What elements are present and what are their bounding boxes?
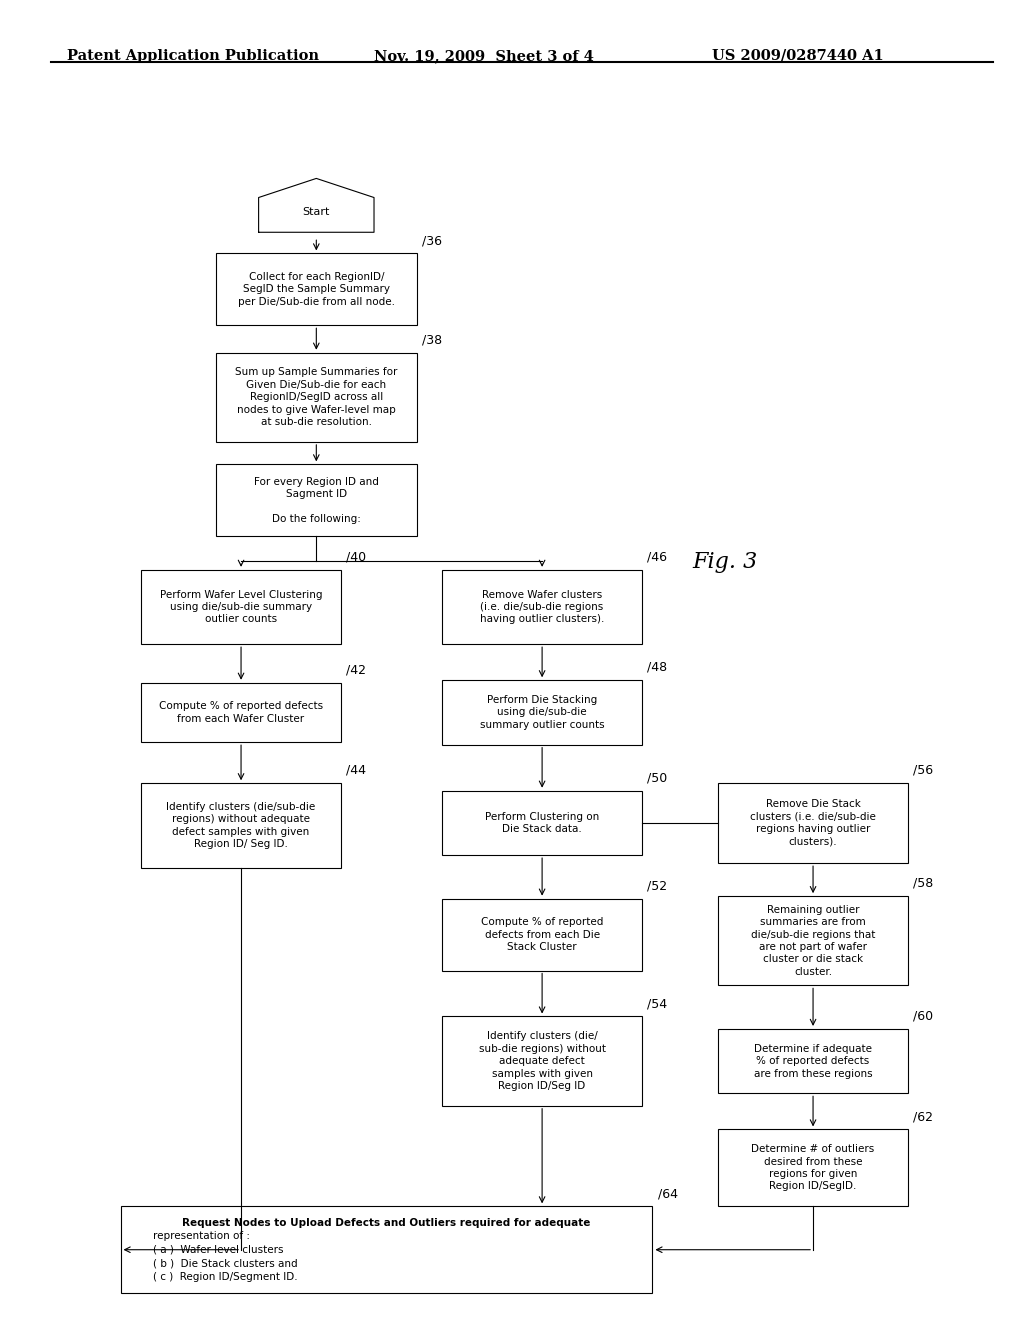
Text: Request Nodes to Upload Defects and Outliers required for adequate: Request Nodes to Upload Defects and Outl… (182, 1217, 591, 1228)
Text: Perform Clustering on
Die Stack data.: Perform Clustering on Die Stack data. (485, 812, 599, 834)
FancyBboxPatch shape (441, 570, 642, 644)
Text: Identify clusters (die/
sub-die regions) without
adequate defect
samples with gi: Identify clusters (die/ sub-die regions)… (478, 1031, 605, 1090)
Text: /36: /36 (422, 234, 441, 247)
Text: Start: Start (303, 207, 330, 216)
Text: /62: /62 (913, 1110, 934, 1123)
Text: /58: /58 (913, 876, 934, 890)
Text: For every Region ID and
Sagment ID

Do the following:: For every Region ID and Sagment ID Do th… (254, 477, 379, 524)
FancyBboxPatch shape (216, 253, 417, 325)
FancyBboxPatch shape (441, 899, 642, 970)
Text: Remaining outlier
summaries are from
die/sub-die regions that
are not part of wa: Remaining outlier summaries are from die… (751, 904, 876, 977)
FancyBboxPatch shape (121, 1206, 652, 1294)
Text: Perform Die Stacking
using die/sub-die
summary outlier counts: Perform Die Stacking using die/sub-die s… (480, 696, 604, 730)
FancyBboxPatch shape (216, 465, 417, 536)
FancyBboxPatch shape (718, 896, 908, 986)
FancyBboxPatch shape (718, 783, 908, 863)
Text: ( a )  Wafer level clusters: ( a ) Wafer level clusters (153, 1245, 283, 1255)
FancyBboxPatch shape (216, 352, 417, 442)
Text: /50: /50 (647, 771, 668, 784)
Text: /52: /52 (647, 879, 668, 892)
Text: US 2009/0287440 A1: US 2009/0287440 A1 (712, 49, 884, 63)
FancyBboxPatch shape (718, 1130, 908, 1206)
Text: Remove Wafer clusters
(i.e. die/sub-die regions
having outlier clusters).: Remove Wafer clusters (i.e. die/sub-die … (480, 590, 604, 624)
FancyBboxPatch shape (140, 783, 341, 867)
Text: Perform Wafer Level Clustering
using die/sub-die summary
outlier counts: Perform Wafer Level Clustering using die… (160, 590, 323, 624)
FancyBboxPatch shape (441, 791, 642, 855)
FancyBboxPatch shape (718, 1028, 908, 1093)
Text: /54: /54 (647, 997, 668, 1010)
FancyBboxPatch shape (140, 682, 341, 742)
Text: /38: /38 (422, 334, 441, 346)
FancyBboxPatch shape (441, 680, 642, 744)
Text: /40: /40 (346, 550, 367, 564)
Text: Nov. 19, 2009  Sheet 3 of 4: Nov. 19, 2009 Sheet 3 of 4 (374, 49, 594, 63)
Text: /42: /42 (346, 664, 367, 676)
Text: representation of :: representation of : (153, 1232, 250, 1241)
Text: Compute % of reported defects
from each Wafer Cluster: Compute % of reported defects from each … (159, 701, 324, 723)
Text: ( b )  Die Stack clusters and: ( b ) Die Stack clusters and (153, 1258, 297, 1269)
Text: Sum up Sample Summaries for
Given Die/Sub-die for each
RegionID/SegID across all: Sum up Sample Summaries for Given Die/Su… (236, 367, 397, 428)
Text: /46: /46 (647, 550, 668, 564)
FancyBboxPatch shape (140, 570, 341, 644)
Text: /44: /44 (346, 764, 367, 777)
Text: Determine if adequate
% of reported defects
are from these regions: Determine if adequate % of reported defe… (754, 1044, 872, 1078)
Text: /56: /56 (913, 763, 934, 776)
Text: /60: /60 (913, 1010, 934, 1023)
Text: Patent Application Publication: Patent Application Publication (67, 49, 318, 63)
Text: /48: /48 (647, 661, 668, 675)
Text: Compute % of reported
defects from each Die
Stack Cluster: Compute % of reported defects from each … (481, 917, 603, 952)
Text: ( c )  Region ID/Segment ID.: ( c ) Region ID/Segment ID. (153, 1272, 297, 1282)
Text: Identify clusters (die/sub-die
regions) without adequate
defect samples with giv: Identify clusters (die/sub-die regions) … (167, 801, 315, 849)
Text: Fig. 3: Fig. 3 (692, 552, 758, 573)
FancyBboxPatch shape (441, 1016, 642, 1106)
Text: Remove Die Stack
clusters (i.e. die/sub-die
regions having outlier
clusters).: Remove Die Stack clusters (i.e. die/sub-… (751, 800, 876, 846)
Text: Determine # of outliers
desired from these
regions for given
Region ID/SegID.: Determine # of outliers desired from the… (752, 1144, 874, 1192)
Text: Collect for each RegionID/
SegID the Sample Summary
per Die/Sub-die from all nod: Collect for each RegionID/ SegID the Sam… (238, 272, 395, 306)
Polygon shape (259, 178, 374, 232)
Text: /64: /64 (657, 1187, 678, 1200)
